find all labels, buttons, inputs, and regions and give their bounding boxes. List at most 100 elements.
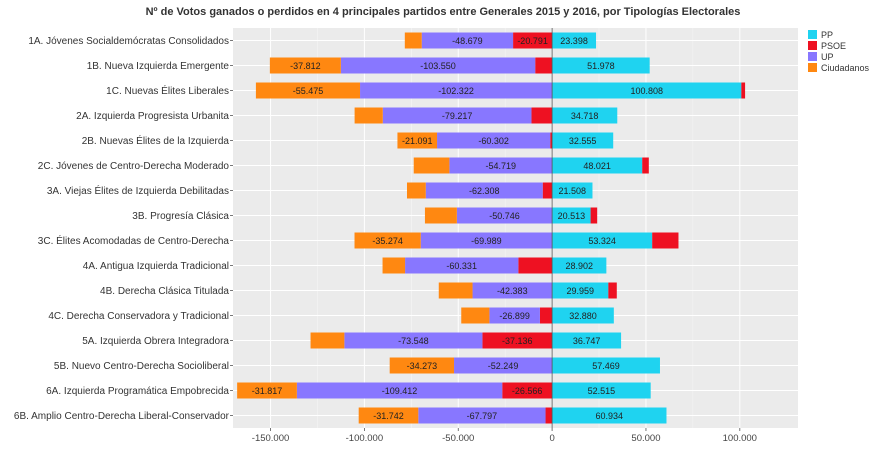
bar-psoe	[652, 232, 679, 249]
data-label: 29.959	[566, 286, 594, 296]
bar-up	[437, 132, 551, 149]
bar-psoe	[608, 282, 617, 299]
bar-psoe	[535, 57, 553, 74]
bar-psoe	[513, 32, 553, 49]
bar-ciudadanos	[406, 182, 426, 199]
bar-pp	[552, 57, 650, 74]
data-label: -42.383	[497, 286, 528, 296]
data-label: 20.513	[558, 211, 586, 221]
bar-psoe	[531, 107, 553, 124]
data-label: -60.331	[446, 261, 477, 271]
data-label: -55.475	[293, 86, 324, 96]
bar-up	[420, 232, 553, 249]
data-label: 52.515	[588, 386, 616, 396]
bar-psoe	[539, 307, 553, 324]
data-label: -79.217	[442, 111, 473, 121]
bar-up	[472, 282, 553, 299]
bar-psoe	[741, 82, 746, 99]
bar-up	[454, 357, 553, 374]
bar-pp	[552, 282, 609, 299]
data-label: -37.812	[290, 61, 321, 71]
data-label: -35.274	[372, 236, 403, 246]
bar-pp	[552, 332, 622, 349]
category-label: 4A. Antigua Izquierda Tradicional	[83, 261, 229, 272]
bar-pp	[552, 107, 618, 124]
legend-label: UP	[821, 52, 834, 62]
bar-up	[382, 107, 532, 124]
bar-pp	[552, 307, 614, 324]
bar-pp	[552, 207, 591, 224]
category-label: 6A. Izquierda Programática Empobrecida	[46, 386, 229, 397]
category-label: 3C. Élites Acomodadas de Centro-Derecha	[38, 234, 230, 247]
data-label: -73.548	[398, 336, 429, 346]
bar-ciudadanos	[310, 332, 345, 349]
bar-pp	[552, 182, 593, 199]
data-label: 32.555	[569, 136, 597, 146]
x-tick-label: 100.000	[723, 433, 757, 444]
bar-psoe	[590, 207, 598, 224]
bar-up	[418, 407, 546, 424]
bar-ciudadanos	[382, 257, 406, 274]
data-label: -26.566	[512, 386, 543, 396]
x-tick-label: -100.000	[346, 433, 384, 444]
legend-label: PP	[821, 30, 833, 40]
category-label: 2C. Jóvenes de Centro-Derecha Moderado	[38, 161, 230, 172]
bar-ciudadanos	[358, 407, 419, 424]
data-label: 100.808	[630, 86, 663, 96]
bar-pp	[552, 132, 614, 149]
bar-up	[456, 207, 553, 224]
data-label: -103.550	[420, 61, 456, 71]
category-label: 3B. Progresía Clásica	[132, 211, 229, 222]
bar-pp	[552, 357, 660, 374]
bar-ciudadanos	[461, 307, 490, 324]
data-label: -52.249	[488, 361, 519, 371]
data-label: 21.508	[559, 186, 587, 196]
bar-up	[425, 182, 543, 199]
x-tick-label: 50.000	[631, 433, 660, 444]
chart-title: Nº de Votos ganados o perdidos en 4 prin…	[146, 6, 741, 18]
bar-ciudadanos	[413, 157, 450, 174]
x-tick-label: 0	[549, 433, 554, 444]
bar-ciudadanos	[354, 232, 421, 249]
category-label: 5B. Nuevo Centro-Derecha Socioliberal	[54, 361, 229, 372]
bar-up	[421, 32, 514, 49]
legend-swatch-pp	[808, 30, 817, 39]
bar-ciudadanos	[389, 357, 455, 374]
category-label: 3A. Viejas Élites de Izquierda Debilitad…	[47, 184, 229, 197]
category-label: 5A. Izquierda Obrera Integradora	[82, 336, 229, 347]
category-label: 4C. Derecha Conservadora y Tradicional	[48, 311, 229, 322]
bar-psoe	[502, 382, 553, 399]
data-label: 57.469	[592, 361, 620, 371]
bar-up	[449, 157, 553, 174]
category-label: 1C. Nuevas Élites Liberales	[106, 84, 229, 97]
legend-label: Ciudadanos	[821, 63, 870, 73]
data-label: 23.398	[560, 36, 588, 46]
bar-ciudadanos	[438, 282, 473, 299]
x-tick-label: -50.000	[442, 433, 474, 444]
data-label: -34.273	[407, 361, 438, 371]
data-label: 48.021	[583, 161, 611, 171]
bar-ciudadanos	[237, 382, 297, 399]
data-label: -54.719	[485, 161, 516, 171]
legend-swatch-psoe	[808, 41, 817, 50]
bar-psoe	[542, 182, 553, 199]
bar-psoe	[642, 157, 649, 174]
bar-ciudadanos	[404, 32, 422, 49]
category-label: 2B. Nuevas Élites de la Izquierda	[82, 134, 230, 147]
bar-ciudadanos	[354, 107, 383, 124]
category-label: 1A. Jóvenes Socialdemócratas Consolidado…	[28, 36, 229, 47]
bar-pp	[552, 82, 742, 99]
data-label: 36.747	[573, 336, 601, 346]
bar-up	[296, 382, 503, 399]
data-label: -26.899	[499, 311, 530, 321]
data-label: 60.934	[596, 411, 624, 421]
bar-ciudadanos	[255, 82, 361, 99]
bar-pp	[552, 32, 597, 49]
data-label: -37.136	[502, 336, 533, 346]
bar-up	[360, 82, 553, 99]
bar-psoe	[550, 132, 553, 149]
category-label: 4B. Derecha Clásica Titulada	[100, 286, 229, 297]
data-label: -20.791	[517, 36, 548, 46]
legend-swatch-ciudadanos	[808, 63, 817, 72]
